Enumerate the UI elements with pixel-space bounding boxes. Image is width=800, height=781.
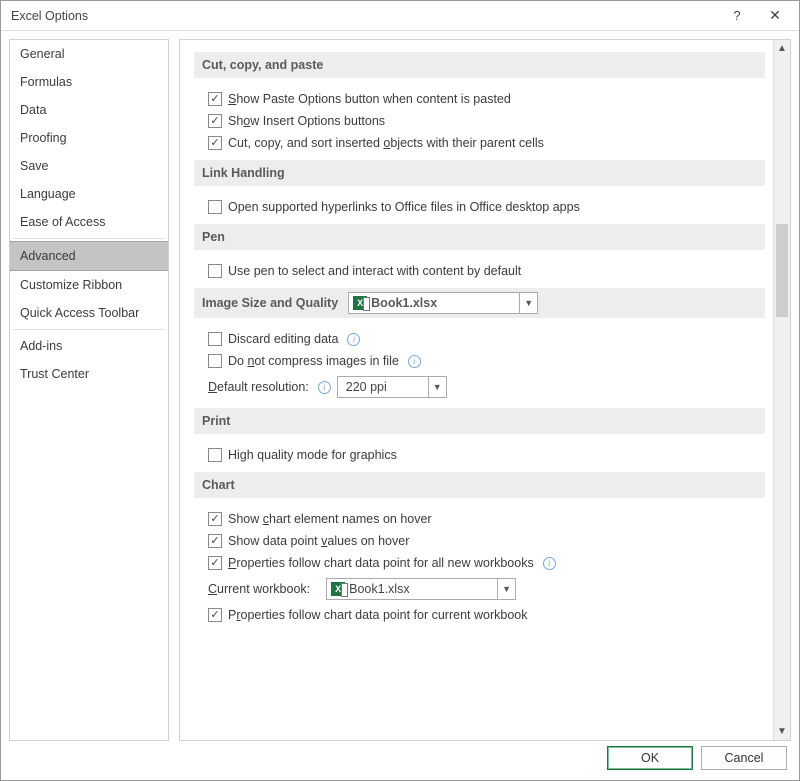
sidebar-item-language[interactable]: Language: [10, 180, 168, 208]
section-header: Image Size and Quality Book1.xlsx▼: [194, 288, 765, 318]
option-label: Properties follow chart data point for c…: [228, 608, 527, 622]
current-workbook-combo-value: Book1.xlsx: [345, 582, 497, 596]
image-workbook-combo[interactable]: Book1.xlsx▼: [348, 292, 538, 314]
pen-opt-0-row: Use pen to select and interact with cont…: [194, 260, 765, 282]
section-title: Pen: [202, 230, 225, 244]
option-label: Show data point values on hover: [228, 534, 409, 548]
info-icon[interactable]: i: [408, 355, 421, 368]
link-opt-0-checkbox[interactable]: [208, 200, 222, 214]
default-resolution-row: Default resolution: i 220 ppi▼: [194, 372, 765, 402]
chevron-down-icon: ▼: [428, 377, 446, 397]
print-opt-0-checkbox[interactable]: [208, 448, 222, 462]
chart-opt-1-row: Show data point values on hover: [194, 530, 765, 552]
chart-opt-2-checkbox[interactable]: [208, 556, 222, 570]
titlebar: Excel Options ? ✕: [1, 1, 799, 31]
option-label: Default resolution:: [208, 380, 309, 394]
cancel-button[interactable]: Cancel: [701, 746, 787, 770]
section-title: Chart: [202, 478, 235, 492]
option-label: Use pen to select and interact with cont…: [228, 264, 521, 278]
excel-file-icon: [331, 582, 345, 596]
section-header: Print: [194, 408, 765, 434]
scroll-track[interactable]: [774, 57, 790, 723]
cut-opt-2-row: Cut, copy, and sort inserted objects wit…: [194, 132, 765, 154]
chart-opt-0-checkbox[interactable]: [208, 512, 222, 526]
option-label: Show Paste Options button when content i…: [228, 92, 511, 106]
section-header: Chart: [194, 472, 765, 498]
scroll-thumb[interactable]: [776, 224, 788, 317]
section-header: Pen: [194, 224, 765, 250]
chevron-down-icon: ▼: [519, 293, 537, 313]
sidebar-item-trust-center[interactable]: Trust Center: [10, 360, 168, 388]
image-opt-0-checkbox[interactable]: [208, 332, 222, 346]
excel-file-icon: [353, 296, 367, 310]
info-icon[interactable]: i: [543, 557, 556, 570]
sidebar: GeneralFormulasDataProofingSaveLanguageE…: [9, 39, 169, 741]
image-opt-1-row: Do not compress images in file i: [194, 350, 765, 372]
section-title: Cut, copy, and paste: [202, 58, 323, 72]
image-opt-1-checkbox[interactable]: [208, 354, 222, 368]
window-title: Excel Options: [11, 9, 719, 23]
chart-opt-0-row: Show chart element names on hover: [194, 508, 765, 530]
sidebar-item-save[interactable]: Save: [10, 152, 168, 180]
section-title: Print: [202, 414, 230, 428]
ok-button[interactable]: OK: [607, 746, 693, 770]
scroll-up-button[interactable]: ▲: [774, 40, 790, 57]
chart-opt-2-row: Properties follow chart data point for a…: [194, 552, 765, 574]
sidebar-separator: [13, 238, 165, 239]
option-label: Show chart element names on hover: [228, 512, 432, 526]
info-icon[interactable]: i: [318, 381, 331, 394]
image-opt-0-row: Discard editing data i: [194, 328, 765, 350]
option-label: Do not compress images in file: [228, 354, 399, 368]
section-header: Link Handling: [194, 160, 765, 186]
current-workbook-combo[interactable]: Book1.xlsx▼: [326, 578, 516, 600]
scroll-down-button[interactable]: ▼: [774, 723, 790, 740]
option-label: Cut, copy, and sort inserted objects wit…: [228, 136, 544, 150]
sidebar-item-data[interactable]: Data: [10, 96, 168, 124]
cut-opt-1-checkbox[interactable]: [208, 114, 222, 128]
option-label: Open supported hyperlinks to Office file…: [228, 200, 580, 214]
content-panel: Cut, copy, and paste Show Paste Options b…: [179, 39, 791, 741]
option-label: Current workbook:: [208, 582, 310, 596]
sidebar-item-ease-of-access[interactable]: Ease of Access: [10, 208, 168, 236]
sidebar-item-quick-access-toolbar[interactable]: Quick Access Toolbar: [10, 299, 168, 327]
print-opt-0-row: High quality mode for graphics: [194, 444, 765, 466]
info-icon[interactable]: i: [347, 333, 360, 346]
cut-opt-2-checkbox[interactable]: [208, 136, 222, 150]
default-resolution-combo-value: 220 ppi: [342, 380, 428, 394]
current-workbook-row: Current workbook: Book1.xlsx▼: [194, 574, 765, 604]
sidebar-item-proofing[interactable]: Proofing: [10, 124, 168, 152]
default-resolution-combo[interactable]: 220 ppi▼: [337, 376, 447, 398]
pen-opt-0-checkbox[interactable]: [208, 264, 222, 278]
sidebar-item-formulas[interactable]: Formulas: [10, 68, 168, 96]
cut-opt-1-row: Show Insert Options buttons: [194, 110, 765, 132]
section-header: Cut, copy, and paste: [194, 52, 765, 78]
cut-opt-0-checkbox[interactable]: [208, 92, 222, 106]
section-title: Link Handling: [202, 166, 285, 180]
option-label: Properties follow chart data point for a…: [228, 556, 534, 570]
section-title: Image Size and Quality: [202, 296, 338, 310]
sidebar-item-advanced[interactable]: Advanced: [10, 241, 168, 271]
option-label: Show Insert Options buttons: [228, 114, 385, 128]
cut-opt-0-row: Show Paste Options button when content i…: [194, 88, 765, 110]
chart-opt-3-row: Properties follow chart data point for c…: [194, 604, 765, 626]
sidebar-separator: [13, 329, 165, 330]
option-label: Discard editing data: [228, 332, 338, 346]
chart-opt-1-checkbox[interactable]: [208, 534, 222, 548]
dialog-footer: OK Cancel: [1, 741, 799, 774]
sidebar-item-general[interactable]: General: [10, 40, 168, 68]
chevron-down-icon: ▼: [497, 579, 515, 599]
link-opt-0-row: Open supported hyperlinks to Office file…: [194, 196, 765, 218]
sidebar-item-customize-ribbon[interactable]: Customize Ribbon: [10, 271, 168, 299]
close-button[interactable]: ✕: [755, 7, 795, 24]
scrollbar[interactable]: ▲ ▼: [773, 40, 790, 740]
image-workbook-combo-value: Book1.xlsx: [367, 296, 519, 310]
option-label: High quality mode for graphics: [228, 448, 397, 462]
sidebar-item-add-ins[interactable]: Add-ins: [10, 332, 168, 360]
help-button[interactable]: ?: [719, 8, 755, 23]
chart-opt-3-checkbox[interactable]: [208, 608, 222, 622]
